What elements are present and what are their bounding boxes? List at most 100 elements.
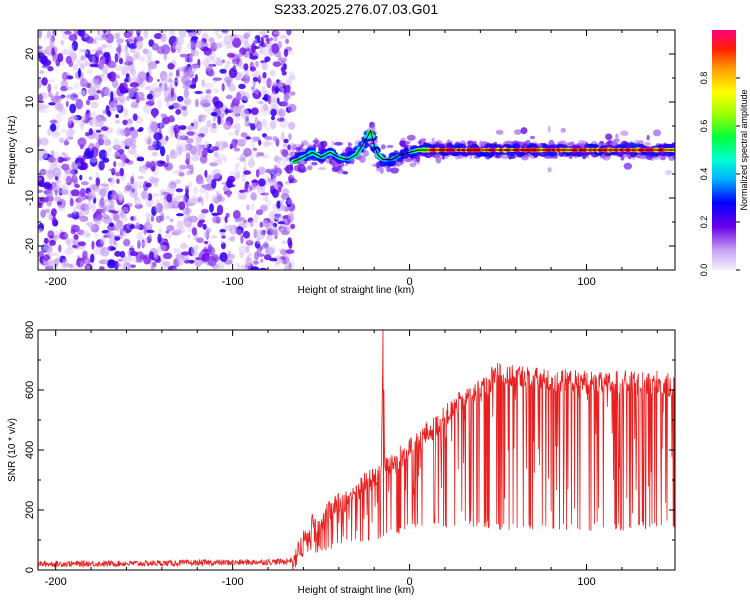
noise-blob	[123, 61, 128, 68]
noise-blob	[61, 33, 70, 40]
noise-blob	[244, 118, 250, 127]
noise-blob	[271, 30, 280, 37]
noise-blob	[246, 254, 250, 264]
noise-blob	[96, 89, 102, 94]
noise-blob	[237, 264, 241, 270]
noise-blob	[200, 91, 205, 102]
noise-blob	[172, 197, 177, 206]
noise-blob	[117, 263, 121, 267]
noise-blob	[48, 235, 54, 239]
noise-blob	[251, 181, 257, 191]
noise-blob	[168, 115, 175, 123]
noise-blob	[39, 82, 43, 87]
noise-blob	[80, 55, 86, 61]
noise-blob	[139, 58, 145, 63]
noise-blob	[165, 215, 171, 220]
noise-blob	[107, 60, 117, 69]
noise-blob	[272, 136, 278, 142]
noise-blob	[42, 150, 48, 160]
noise-blob	[191, 245, 198, 256]
signal-halo	[334, 141, 343, 146]
noise-blob	[112, 79, 119, 89]
noise-blob	[38, 228, 43, 233]
signal-halo	[313, 137, 319, 145]
noise-blob	[59, 231, 69, 240]
noise-blob	[132, 86, 138, 94]
noise-blob	[160, 146, 166, 157]
noise-blob	[111, 210, 119, 214]
noise-blob	[103, 116, 107, 122]
noise-blob	[152, 180, 159, 187]
noise-blob	[258, 31, 266, 35]
noise-blob	[47, 169, 52, 174]
noise-blob	[253, 70, 262, 78]
noise-blob	[185, 152, 191, 163]
noise-blob	[102, 141, 112, 146]
signal-halo	[294, 165, 301, 172]
noise-blob	[264, 56, 271, 62]
noise-blob	[225, 60, 230, 69]
noise-blob	[221, 83, 225, 92]
noise-blob	[109, 177, 115, 186]
noise-blob	[103, 51, 111, 58]
noise-blob	[46, 30, 52, 38]
noise-blob	[243, 63, 249, 71]
noise-blob	[120, 210, 124, 216]
noise-blob	[216, 33, 223, 39]
noise-blob	[47, 83, 52, 94]
noise-blob	[86, 69, 93, 75]
noise-blob	[55, 183, 66, 194]
noise-blob	[114, 236, 121, 241]
noise-blob	[114, 75, 121, 79]
signal-halo	[653, 129, 662, 137]
x-tick-label: -100	[222, 276, 244, 288]
noise-blob	[116, 36, 120, 46]
noise-blob	[179, 135, 189, 141]
noise-blob	[164, 232, 173, 239]
noise-blob	[251, 89, 256, 94]
signal-halo	[495, 129, 504, 135]
spectrogram-noise-layer	[38, 30, 297, 270]
noise-blob	[106, 231, 115, 239]
noise-blob	[153, 193, 160, 197]
noise-blob	[67, 116, 73, 123]
noise-blob	[74, 184, 80, 188]
noise-blob	[133, 52, 139, 60]
noise-blob	[234, 122, 241, 133]
noise-blob	[122, 233, 126, 243]
noise-blob	[224, 216, 228, 224]
noise-blob	[219, 252, 228, 263]
signal-halo	[386, 144, 394, 149]
noise-blob	[278, 108, 286, 118]
noise-blob	[238, 83, 246, 90]
noise-blob	[219, 68, 227, 74]
noise-blob	[201, 208, 209, 214]
noise-blob	[91, 117, 97, 122]
signal-halo	[612, 138, 621, 143]
noise-blob	[260, 102, 264, 113]
y-tick-label: 20	[24, 48, 36, 60]
noise-blob	[69, 44, 74, 53]
noise-blob	[160, 241, 170, 252]
noise-blob	[207, 63, 215, 69]
noise-blob	[207, 149, 214, 154]
signal-halo	[312, 139, 320, 144]
noise-blob	[38, 182, 48, 188]
noise-blob	[195, 64, 201, 69]
noise-blob	[271, 188, 280, 198]
noise-blob	[233, 147, 241, 152]
noise-blob	[138, 127, 144, 132]
noise-blob	[257, 100, 264, 105]
noise-blob	[145, 182, 152, 188]
noise-blob	[276, 97, 280, 104]
noise-blob	[251, 42, 256, 54]
snr-ticks: -200 -100 0 100 0 200 400 600 800	[24, 321, 675, 588]
noise-blob	[38, 251, 45, 258]
noise-blob	[245, 239, 254, 246]
noise-blob	[128, 43, 138, 50]
noise-blob	[275, 213, 283, 222]
noise-blob	[149, 160, 156, 172]
noise-blob	[77, 229, 85, 236]
noise-blob	[100, 129, 105, 135]
